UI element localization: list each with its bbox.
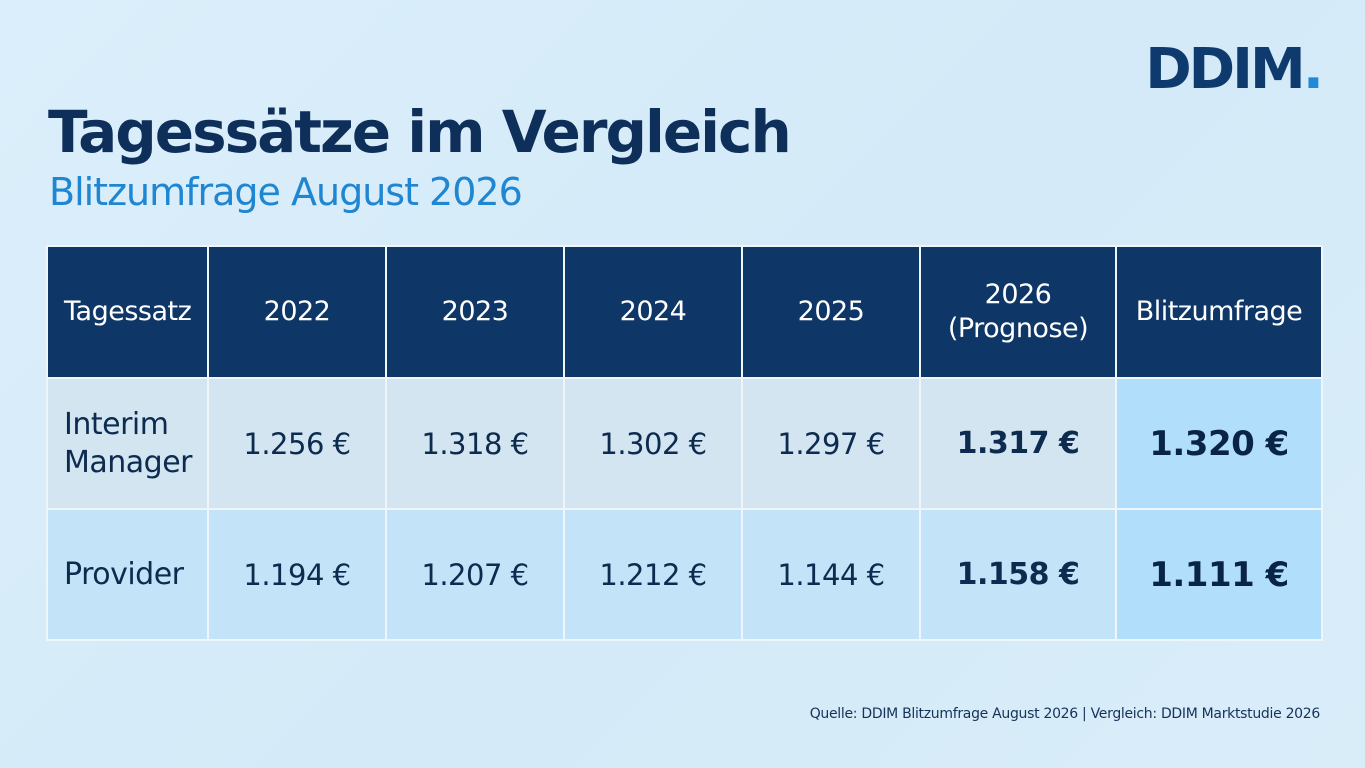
header-2025: 2025 <box>741 245 921 379</box>
cell-provider-2026: 1.158 € <box>919 508 1117 641</box>
header-2024: 2024 <box>563 245 743 379</box>
header-2023: 2023 <box>385 245 565 379</box>
header-2026-year: 2026 <box>984 279 1052 310</box>
cell-provider-blitzumfrage: 1.111 € <box>1115 508 1323 641</box>
cell-provider-2024: 1.212 € <box>563 508 743 641</box>
rates-table: Tagessatz 2022 2023 2024 2025 2026 (Progn… <box>46 245 1323 641</box>
header-2026-note: (Prognose) <box>947 313 1089 344</box>
logo-text: DDIM <box>1145 37 1306 102</box>
table-row-provider: Provider 1.194 € 1.207 € 1.212 € 1.144 €… <box>46 508 1323 641</box>
header-2022: 2022 <box>207 245 387 379</box>
cell-interim-2026: 1.317 € <box>919 377 1117 510</box>
row-label-line2: Manager <box>64 444 193 480</box>
table-row-interim-manager: Interim Manager 1.256 € 1.318 € 1.302 € 1… <box>46 377 1323 510</box>
cell-interim-2025: 1.297 € <box>741 377 921 510</box>
cell-interim-2023: 1.318 € <box>385 377 565 510</box>
header-2026-prognose: 2026 (Prognose) <box>919 245 1117 379</box>
cell-interim-2022: 1.256 € <box>207 377 387 510</box>
cell-provider-2025: 1.144 € <box>741 508 921 641</box>
row-label-interim-manager: Interim Manager <box>46 377 209 510</box>
cell-interim-2024: 1.302 € <box>563 377 743 510</box>
logo-dot: . <box>1302 37 1324 102</box>
cell-interim-blitzumfrage: 1.320 € <box>1115 377 1323 510</box>
row-label-line1: Interim <box>64 406 169 442</box>
cell-provider-2023: 1.207 € <box>385 508 565 641</box>
table-header-row: Tagessatz 2022 2023 2024 2025 2026 (Progn… <box>46 245 1323 379</box>
page-title: Tagessätze im Vergleich <box>48 98 792 166</box>
header-blitzumfrage: Blitzumfrage <box>1115 245 1323 379</box>
cell-provider-2022: 1.194 € <box>207 508 387 641</box>
header-tagessatz: Tagessatz <box>46 245 209 379</box>
ddim-logo: DDIM. <box>1145 37 1324 102</box>
row-label-provider: Provider <box>46 508 209 641</box>
source-footnote: Quelle: DDIM Blitzumfrage August 2026 | … <box>809 706 1321 722</box>
page-subtitle: Blitzumfrage August 2026 <box>49 170 523 214</box>
